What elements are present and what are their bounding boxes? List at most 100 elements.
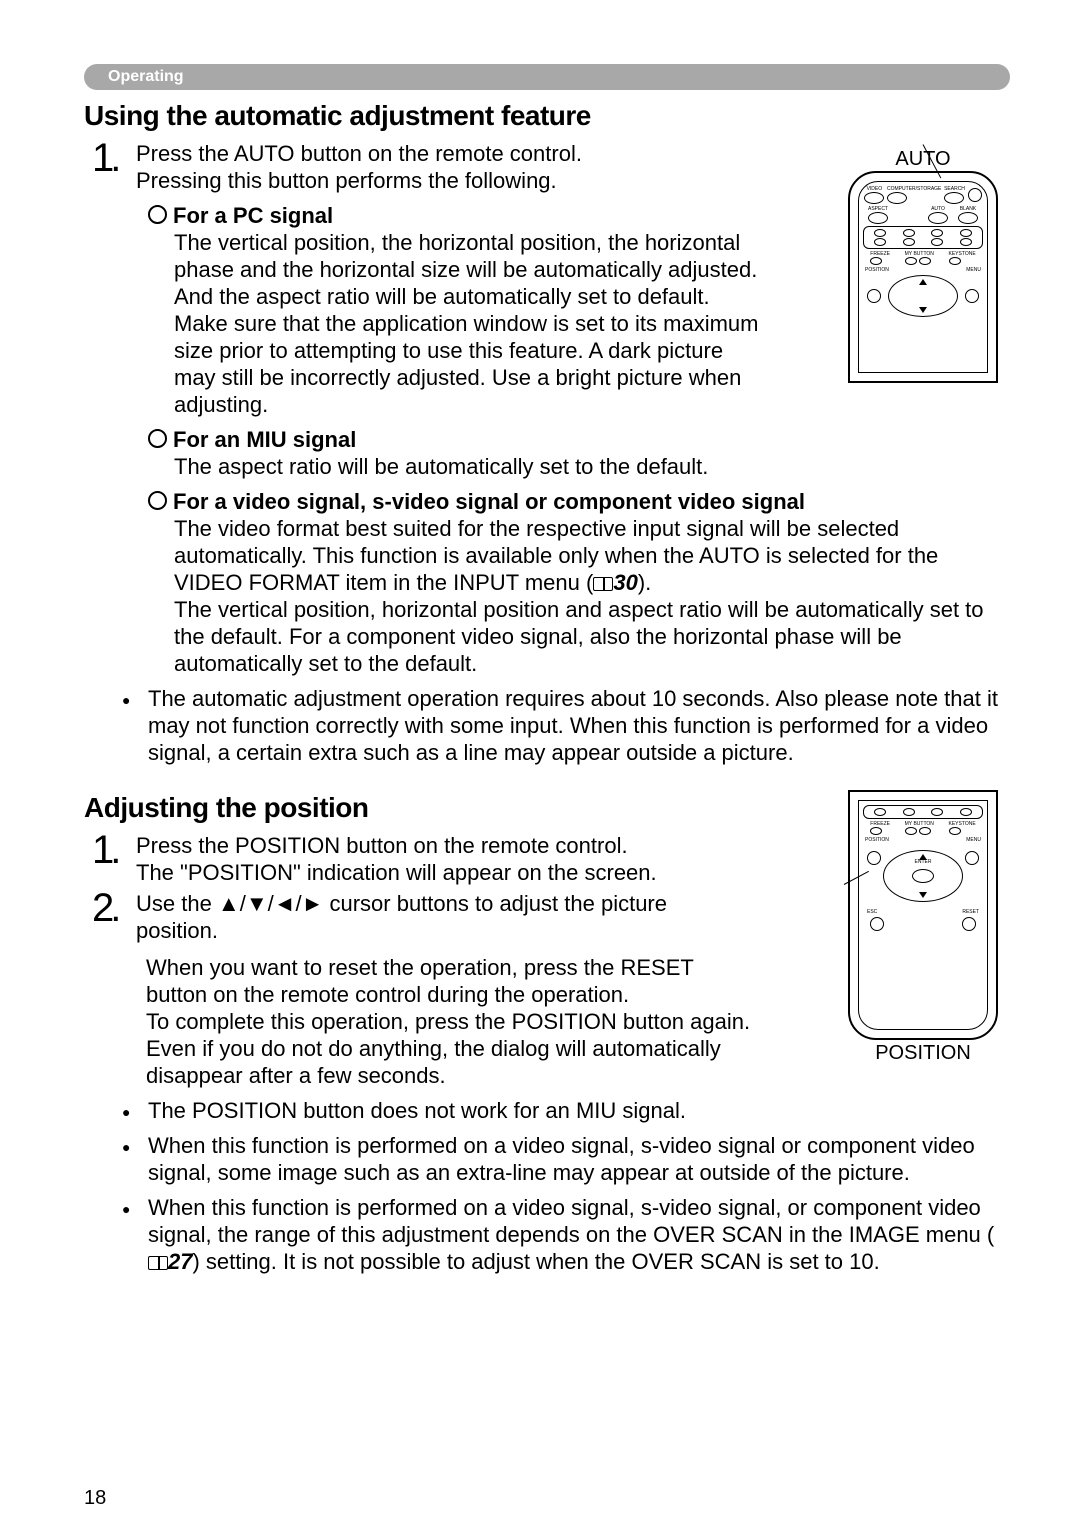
lbl-keystone: KEYSTONE bbox=[949, 821, 976, 827]
remote-row-b: FREEZE MY BUTTON KEYSTONE bbox=[863, 821, 983, 835]
video-signal-body-b: The vertical position, horizontal positi… bbox=[148, 596, 1010, 677]
lbl-auto: AUTO bbox=[928, 206, 948, 212]
lbl-esc: ESC bbox=[867, 909, 877, 915]
lbl-freeze: FREEZE bbox=[870, 251, 890, 257]
remote-inner: FREEZE MY BUTTON KEYSTONE POSITION MENU … bbox=[858, 800, 988, 1030]
lbl-blank: BLANK bbox=[958, 206, 978, 212]
step1-l2: Pressing this button performs the follow… bbox=[136, 168, 557, 193]
remote-group bbox=[863, 805, 983, 819]
btn-mag-off bbox=[874, 238, 886, 246]
btn-position bbox=[867, 289, 881, 303]
btn-my2b bbox=[919, 827, 931, 835]
lbl-position: POSITION bbox=[865, 837, 889, 843]
btn-a2 bbox=[903, 808, 915, 816]
lbl-enter: ENTER bbox=[915, 859, 932, 865]
pc-signal-heading: For a PC signal bbox=[148, 203, 333, 228]
remote-row-bottom bbox=[863, 917, 983, 931]
btn-keystone2 bbox=[949, 827, 961, 835]
remote-figure-auto: AUTO VIDEO COMPUTER/STORAGE SEARCH ASPEC… bbox=[848, 146, 998, 383]
page-ref-27: 27 bbox=[168, 1248, 192, 1275]
remote-row3 bbox=[866, 229, 980, 237]
vid-body-a-text: The video format best suited for the res… bbox=[174, 516, 938, 595]
auto-adjust-bullet: The automatic adjustment operation requi… bbox=[122, 685, 1010, 766]
lbl-search: SEARCH bbox=[944, 186, 965, 192]
btn-my2 bbox=[919, 257, 931, 265]
remote-dpad: POSITION MENU ENTER ESC RESET bbox=[863, 837, 983, 915]
position-body-b: To complete this operation, press the PO… bbox=[146, 1008, 758, 1089]
step-number: 2. bbox=[92, 888, 132, 928]
btn-mag-on bbox=[874, 229, 886, 237]
btn-computer bbox=[887, 192, 907, 204]
section-title-auto-adjust: Using the automatic adjustment feature bbox=[84, 100, 1010, 132]
position-bullet-2: When this function is performed on a vid… bbox=[122, 1132, 1010, 1186]
lbl-position: POSITION bbox=[865, 267, 889, 273]
remote-outline: VIDEO COMPUTER/STORAGE SEARCH ASPECT AUT… bbox=[848, 171, 998, 383]
bullet3-b: ) setting. It is not possible to adjust … bbox=[192, 1249, 879, 1274]
btn-freeze bbox=[870, 257, 882, 265]
btn-aspect bbox=[868, 212, 888, 224]
btn-vol bbox=[960, 229, 972, 237]
miu-signal-heading: For an MIU signal bbox=[148, 427, 356, 452]
lbl-video: VIDEO bbox=[864, 186, 884, 192]
pc-signal-body: The vertical position, the horizontal po… bbox=[148, 229, 760, 418]
video-signal-heading: For a video signal, s-video signal or co… bbox=[148, 489, 805, 514]
btn-keystone bbox=[949, 257, 961, 265]
btn-a3 bbox=[931, 808, 943, 816]
lbl-menu: MENU bbox=[966, 837, 981, 843]
remote-figure-position: FREEZE MY BUTTON KEYSTONE POSITION MENU … bbox=[848, 790, 998, 1065]
dpad-ring bbox=[888, 275, 958, 317]
dpad-enter bbox=[912, 869, 934, 883]
position-bullet-1: The POSITION button does not work for an… bbox=[122, 1097, 1010, 1124]
btn-pgdn bbox=[931, 238, 943, 246]
btn-blank bbox=[958, 212, 978, 224]
remote-group bbox=[863, 226, 983, 249]
step2-l1a: Use the ▲/▼/◄/► cursor buttons to adjust… bbox=[136, 891, 667, 916]
btn-esc bbox=[870, 917, 884, 931]
btn-search bbox=[944, 192, 964, 204]
remote-label-position: POSITION bbox=[848, 1042, 998, 1065]
remote-row5: FREEZE MY BUTTON KEYSTONE bbox=[863, 251, 983, 265]
btn-pgup bbox=[931, 229, 943, 237]
btn-position2 bbox=[867, 851, 881, 865]
step-number: 1. bbox=[92, 138, 132, 178]
btn-my1 bbox=[905, 257, 917, 265]
btn-mute bbox=[960, 238, 972, 246]
page-number: 18 bbox=[84, 1487, 106, 1510]
btn-power-icon bbox=[968, 188, 982, 202]
dpad-ring2: ENTER bbox=[883, 850, 963, 902]
remote-inner: VIDEO COMPUTER/STORAGE SEARCH ASPECT AUT… bbox=[858, 181, 988, 373]
remote-row4 bbox=[866, 238, 980, 246]
section-header-bar: Operating bbox=[84, 64, 1010, 90]
position-bullet-3: When this function is performed on a vid… bbox=[122, 1194, 1010, 1275]
lbl-keystone: KEYSTONE bbox=[949, 251, 976, 257]
lbl-menu: MENU bbox=[966, 267, 981, 273]
btn-freeze2 bbox=[870, 827, 882, 835]
remote-row-a bbox=[866, 808, 980, 816]
miu-signal-body: The aspect ratio will be automatically s… bbox=[148, 453, 1010, 480]
step1-l1: Press the POSITION button on the remote … bbox=[136, 833, 628, 858]
bullet3-a: When this function is performed on a vid… bbox=[148, 1195, 994, 1247]
btn-menu bbox=[965, 289, 979, 303]
remote-outline: FREEZE MY BUTTON KEYSTONE POSITION MENU … bbox=[848, 790, 998, 1040]
btn-video bbox=[864, 192, 884, 204]
step1-l2: The "POSITION" indication will appear on… bbox=[136, 860, 657, 885]
lbl-reset: RESET bbox=[962, 909, 979, 915]
page-ref-30: 30 bbox=[613, 569, 637, 596]
step1-l1: Press the AUTO button on the remote cont… bbox=[136, 141, 582, 166]
book-icon bbox=[593, 577, 613, 591]
btn-a1 bbox=[874, 808, 886, 816]
btn-r4b bbox=[903, 238, 915, 246]
book-icon bbox=[148, 1256, 168, 1270]
lbl-freeze: FREEZE bbox=[870, 821, 890, 827]
lbl-aspect: ASPECT bbox=[868, 206, 888, 212]
remote-row1: VIDEO COMPUTER/STORAGE SEARCH bbox=[863, 186, 983, 204]
position-body-a: When you want to reset the operation, pr… bbox=[146, 954, 758, 1008]
miu-signal-row: For an MIU signal bbox=[148, 426, 1010, 453]
btn-a4 bbox=[960, 808, 972, 816]
btn-r3b bbox=[903, 229, 915, 237]
vid-body-a-end: ). bbox=[638, 570, 651, 595]
video-signal-body-a: The video format best suited for the res… bbox=[148, 515, 1010, 596]
section-header-label: Operating bbox=[108, 68, 184, 86]
video-signal-row: For a video signal, s-video signal or co… bbox=[148, 488, 1010, 515]
step2-l1b: position. bbox=[136, 918, 218, 943]
